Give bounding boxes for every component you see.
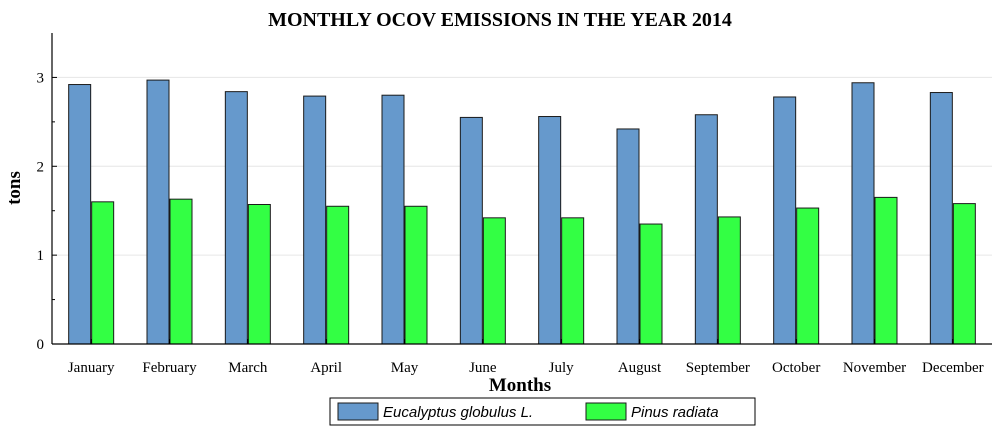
x-tick-label: May bbox=[391, 360, 419, 376]
x-tick-label: September bbox=[686, 360, 750, 376]
bar-pinus-july bbox=[561, 217, 585, 345]
x-tick-label: October bbox=[772, 360, 820, 376]
bar-pinus-may bbox=[404, 205, 428, 345]
legend-label-eucalyptus: Eucalyptus globulus L. bbox=[383, 404, 533, 421]
x-tick-label: April bbox=[310, 360, 342, 376]
bar-pinus-april bbox=[326, 205, 350, 345]
bar-eucalyptus-june bbox=[459, 116, 483, 345]
y-tick-label: 1 bbox=[37, 248, 45, 264]
bar-eucalyptus-november bbox=[851, 82, 875, 345]
y-tick-label: 2 bbox=[37, 159, 45, 175]
bar-pinus-june bbox=[482, 217, 506, 345]
legend-label-pinus: Pinus radiata bbox=[631, 404, 719, 421]
bar-pinus-november bbox=[874, 196, 898, 345]
bar-pinus-march bbox=[247, 203, 271, 345]
bar-pinus-december bbox=[952, 203, 976, 345]
bar-eucalyptus-may bbox=[381, 94, 405, 345]
bar-eucalyptus-february bbox=[146, 79, 170, 345]
bar-eucalyptus-august bbox=[616, 128, 640, 345]
x-tick-label: March bbox=[228, 360, 268, 376]
y-tick-label: 0 bbox=[37, 337, 45, 353]
bar-eucalyptus-april bbox=[303, 95, 327, 345]
x-tick-label: August bbox=[618, 360, 662, 376]
y-tick-label: 3 bbox=[37, 70, 45, 86]
bar-pinus-february bbox=[169, 198, 193, 345]
y-tick-labels: 0 1 2 3 bbox=[37, 70, 45, 353]
x-tick-label: November bbox=[843, 360, 906, 376]
axes bbox=[51, 33, 992, 345]
legend-swatch-pinus bbox=[585, 402, 627, 421]
y-axis-title: tons bbox=[4, 171, 25, 205]
bar-pinus-september bbox=[717, 216, 741, 345]
bar-eucalyptus-january bbox=[68, 84, 92, 345]
bar-pinus-october bbox=[796, 207, 820, 345]
legend: Eucalyptus globulus L. Pinus radiata bbox=[329, 397, 756, 426]
chart-title: MONTHLY OCOV EMISSIONS IN THE YEAR 2014 bbox=[268, 9, 732, 31]
x-tick-label: July bbox=[549, 360, 575, 376]
legend-swatch-eucalyptus bbox=[337, 402, 379, 421]
bar-pinus-august bbox=[639, 223, 663, 345]
bar-eucalyptus-july bbox=[538, 116, 562, 345]
grid-lines bbox=[52, 76, 992, 256]
x-axis-title: Months bbox=[489, 375, 551, 396]
bar-eucalyptus-december bbox=[929, 92, 953, 345]
x-tick-label: June bbox=[469, 360, 497, 376]
x-tick-labels: January February March April May June July Augu… bbox=[68, 360, 984, 376]
bar-eucalyptus-october bbox=[773, 96, 797, 345]
x-tick-label: February bbox=[142, 360, 197, 376]
x-tick-label: January bbox=[68, 360, 115, 376]
x-tick-label: December bbox=[922, 360, 984, 376]
bar-eucalyptus-march bbox=[224, 91, 248, 345]
bar-eucalyptus-september bbox=[694, 114, 718, 345]
bars bbox=[68, 79, 976, 345]
bar-pinus-january bbox=[91, 201, 115, 345]
legend-box bbox=[329, 397, 756, 426]
